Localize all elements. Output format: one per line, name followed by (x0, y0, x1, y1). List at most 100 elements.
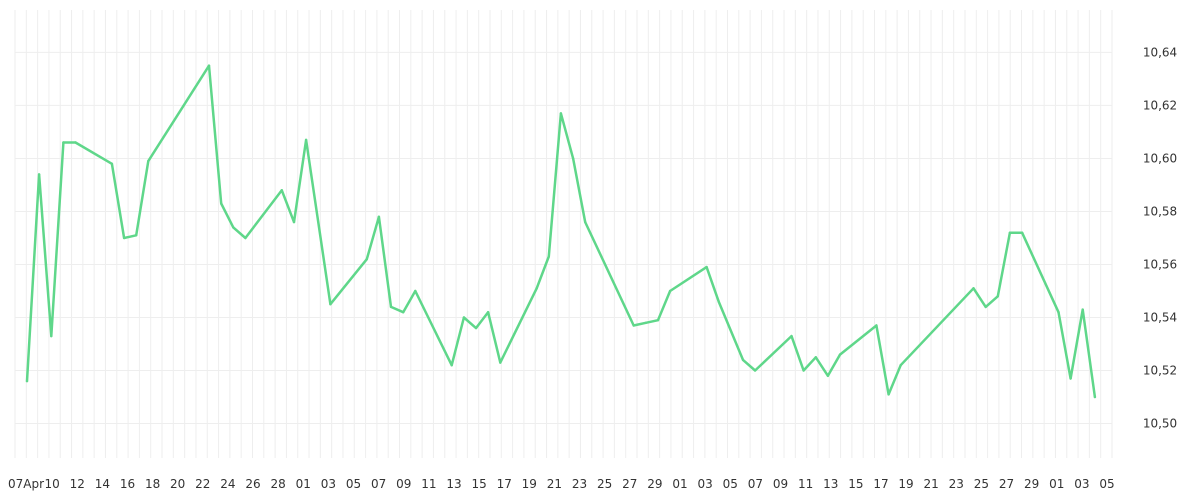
x-tick-label: 05 (346, 477, 361, 491)
series-line (25, 64, 1097, 399)
data-point (547, 255, 550, 258)
data-point (244, 236, 247, 240)
horizontal-gridlines (15, 51, 1112, 425)
data-point (474, 326, 478, 330)
data-point (899, 364, 902, 367)
x-tick-label: 14 (95, 477, 110, 491)
data-point (996, 295, 999, 298)
data-point (486, 311, 490, 314)
x-tick-label: 19 (898, 477, 913, 491)
data-point (207, 64, 211, 67)
data-point (753, 369, 757, 372)
data-point (462, 316, 466, 319)
x-tick-label: 03 (1074, 477, 1089, 491)
x-tick-label: 07 (748, 477, 763, 491)
x-tick-label: 17 (873, 477, 888, 491)
x-tick-label: 10 (44, 477, 59, 491)
data-point (37, 173, 41, 176)
data-point (389, 305, 393, 309)
x-tick-label: 05 (1099, 477, 1114, 491)
data-point (1093, 395, 1097, 399)
data-point (826, 374, 830, 377)
x-tick-label: 01 (1049, 477, 1064, 491)
y-axis: 10,50 10,52 10,54 10,56 10,58 10,60 10,62 10,64 (1143, 45, 1177, 430)
x-tick-label: 29 (647, 477, 662, 491)
data-point (135, 234, 138, 237)
x-tick-label: 07 (371, 477, 386, 491)
x-tick-label: 25 (597, 477, 612, 491)
data-point (232, 226, 235, 229)
vertical-gridlines (14, 10, 1113, 458)
y-tick-label: 10,54 (1143, 311, 1177, 325)
x-tick-label: 25 (974, 477, 989, 491)
x-tick-label: 21 (924, 477, 939, 491)
data-point (632, 324, 635, 327)
data-point (802, 369, 805, 372)
data-point (110, 162, 114, 165)
x-tick-label: 13 (823, 477, 838, 491)
x-tick-label: 07Apr (8, 477, 44, 491)
data-point (644, 321, 648, 324)
y-tick-label: 10,50 (1143, 417, 1177, 431)
data-point (365, 258, 368, 261)
data-point (304, 138, 308, 142)
data-point (25, 379, 29, 383)
data-point (584, 220, 587, 224)
x-tick-label: 23 (949, 477, 964, 491)
x-tick-label: 28 (271, 477, 286, 491)
data-point (790, 334, 793, 338)
x-tick-label: 15 (471, 477, 486, 491)
data-point (122, 236, 126, 240)
x-tick-label: 26 (245, 477, 260, 491)
data-point (329, 303, 332, 306)
x-tick-label: 01 (296, 477, 311, 491)
x-tick-label: 13 (446, 477, 461, 491)
x-tick-label: 09 (773, 477, 788, 491)
x-tick-label: 03 (697, 477, 712, 491)
x-tick-label: 12 (70, 477, 85, 491)
data-point (717, 300, 720, 303)
data-point (984, 305, 987, 309)
data-point (875, 324, 878, 327)
series-layer (25, 64, 1097, 399)
x-tick-label: 27 (999, 477, 1014, 491)
data-point (220, 202, 223, 205)
data-point (414, 289, 417, 293)
x-tick-label: 15 (848, 477, 863, 491)
x-tick-label: 01 (672, 477, 687, 491)
data-point (499, 361, 502, 364)
data-point (62, 141, 65, 144)
data-point (50, 334, 53, 338)
x-tick-label: 11 (798, 477, 813, 491)
x-tick-label: 21 (547, 477, 562, 491)
x-tick-label: 18 (145, 477, 160, 491)
y-tick-label: 10,64 (1143, 45, 1177, 59)
x-tick-label: 22 (195, 477, 210, 491)
x-tick-label: 23 (572, 477, 587, 491)
data-point (450, 364, 453, 367)
x-tick-label: 09 (396, 477, 411, 491)
data-point (559, 112, 563, 115)
x-tick-label: 03 (321, 477, 336, 491)
y-tick-label: 10,60 (1143, 151, 1177, 165)
x-tick-label: 27 (622, 477, 637, 491)
x-tick-label: 24 (220, 477, 235, 491)
data-point (377, 215, 381, 218)
data-point (535, 287, 538, 290)
x-tick-label: 16 (120, 477, 135, 491)
x-tick-label: 05 (723, 477, 738, 491)
data-point (668, 289, 672, 293)
x-tick-label: 29 (1024, 477, 1039, 491)
data-point (1069, 377, 1072, 380)
data-point (972, 287, 975, 290)
x-tick-label: 19 (522, 477, 537, 491)
y-tick-label: 10,52 (1143, 364, 1177, 378)
data-point (292, 220, 296, 224)
data-point (402, 311, 405, 314)
data-point (571, 157, 575, 160)
y-tick-label: 10,56 (1143, 257, 1177, 271)
data-point (656, 319, 660, 322)
y-tick-label: 10,62 (1143, 98, 1177, 112)
data-point (838, 353, 842, 356)
